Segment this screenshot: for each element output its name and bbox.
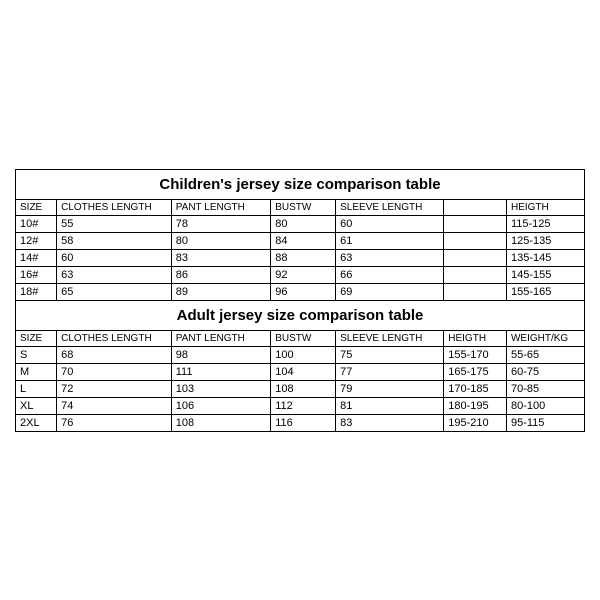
adult-header-row: SIZE CLOTHES LENGTH PANT LENGTH BUSTW SL… bbox=[16, 330, 585, 346]
table-row: 16#63869266145-155 bbox=[16, 266, 585, 283]
col-blank bbox=[444, 199, 507, 215]
col-clothes: CLOTHES LENGTH bbox=[57, 199, 172, 215]
table-row: 2XL7610811683195-21095-115 bbox=[16, 414, 585, 431]
children-header-row: SIZE CLOTHES LENGTH PANT LENGTH BUSTW SL… bbox=[16, 199, 585, 215]
table-row: 14#60838863135-145 bbox=[16, 249, 585, 266]
table-row: 18#65899669155-165 bbox=[16, 283, 585, 300]
children-title: Children's jersey size comparison table bbox=[16, 169, 585, 199]
col-weight: WEIGHT/KG bbox=[506, 330, 584, 346]
children-title-row: Children's jersey size comparison table bbox=[16, 169, 585, 199]
col-pant: PANT LENGTH bbox=[171, 199, 271, 215]
table-row: XL7410611281180-19580-100 bbox=[16, 397, 585, 414]
table-row: L7210310879170-18570-85 bbox=[16, 380, 585, 397]
col-clothes: CLOTHES LENGTH bbox=[57, 330, 172, 346]
size-comparison-table: Children's jersey size comparison table … bbox=[15, 169, 585, 432]
table-row: 10#55788060115-125 bbox=[16, 215, 585, 232]
table-row: S689810075155-17055-65 bbox=[16, 346, 585, 363]
col-size: SIZE bbox=[16, 199, 57, 215]
col-bustw: BUSTW bbox=[271, 330, 336, 346]
adult-title-row: Adult jersey size comparison table bbox=[16, 300, 585, 330]
col-sleeve: SLEEVE LENGTH bbox=[336, 330, 444, 346]
table-row: 12#58808461125-135 bbox=[16, 232, 585, 249]
col-height: HEIGTH bbox=[444, 330, 507, 346]
adult-title: Adult jersey size comparison table bbox=[16, 300, 585, 330]
col-pant: PANT LENGTH bbox=[171, 330, 271, 346]
col-bustw: BUSTW bbox=[271, 199, 336, 215]
col-sleeve: SLEEVE LENGTH bbox=[336, 199, 444, 215]
col-height: HEIGTH bbox=[506, 199, 584, 215]
col-size: SIZE bbox=[16, 330, 57, 346]
table-row: M7011110477165-17560-75 bbox=[16, 363, 585, 380]
